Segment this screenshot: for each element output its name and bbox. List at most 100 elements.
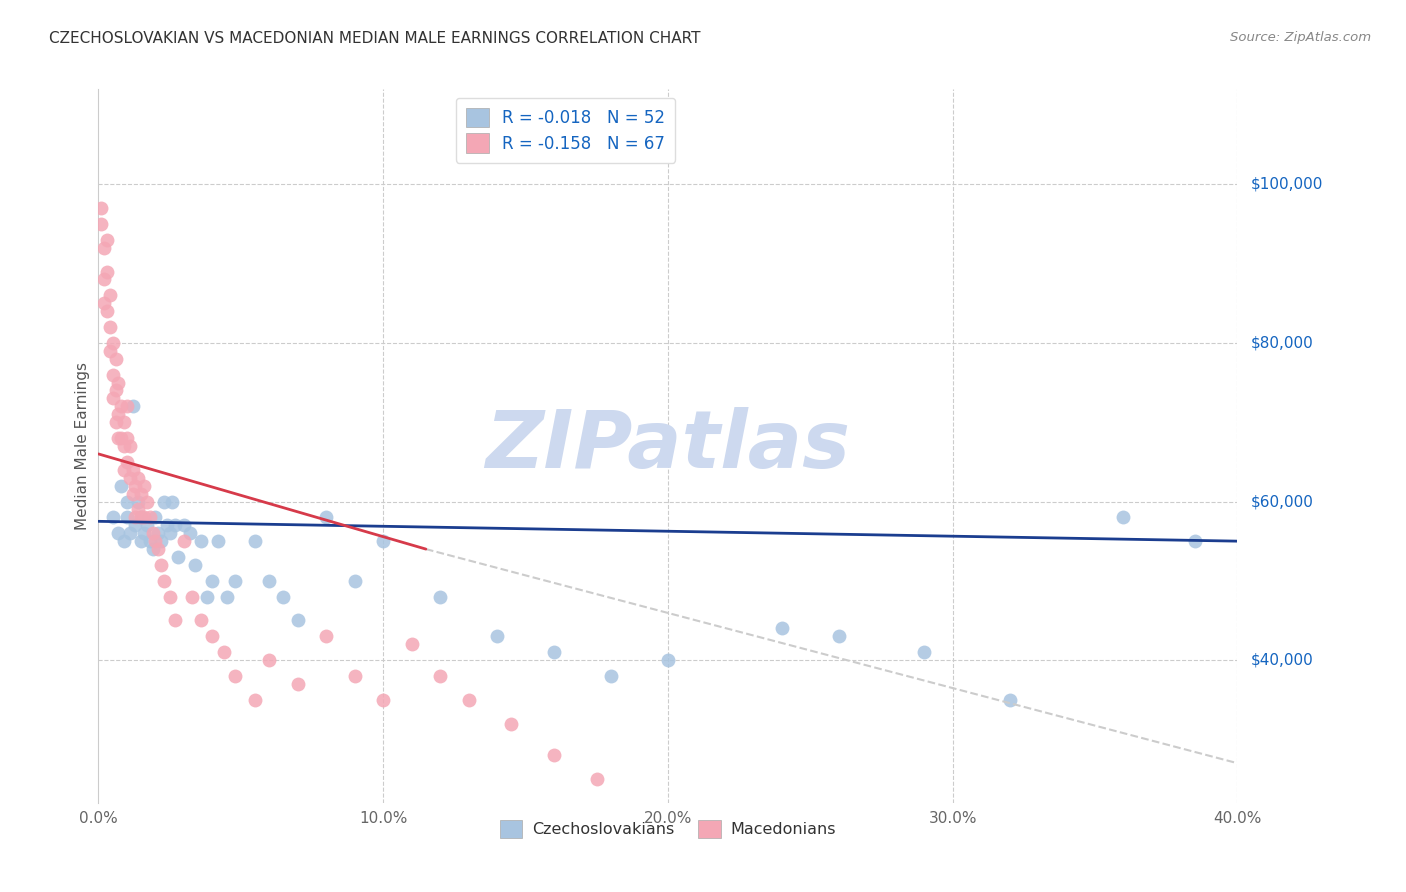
Point xyxy=(153,574,176,588)
Point xyxy=(212,645,235,659)
Point xyxy=(224,669,246,683)
Point xyxy=(201,574,224,588)
Point xyxy=(107,407,129,421)
Point xyxy=(118,526,141,541)
Point xyxy=(287,614,309,628)
Point xyxy=(173,534,195,549)
Point xyxy=(118,439,141,453)
Point xyxy=(107,431,129,445)
Point xyxy=(90,217,112,231)
Point xyxy=(124,510,146,524)
Point xyxy=(112,415,135,429)
Point xyxy=(148,542,170,557)
Point xyxy=(129,510,152,524)
Point xyxy=(150,534,173,549)
Text: ZIPatlas: ZIPatlas xyxy=(485,407,851,485)
Point xyxy=(98,343,121,358)
Point xyxy=(121,463,143,477)
Point xyxy=(127,494,149,508)
Point xyxy=(132,526,155,541)
Point xyxy=(115,431,138,445)
Point xyxy=(1112,510,1135,524)
Point xyxy=(429,590,451,604)
Text: CZECHOSLOVAKIAN VS MACEDONIAN MEDIAN MALE EARNINGS CORRELATION CHART: CZECHOSLOVAKIAN VS MACEDONIAN MEDIAN MAL… xyxy=(49,31,700,46)
Point xyxy=(107,526,129,541)
Point xyxy=(135,518,157,533)
Point xyxy=(156,518,179,533)
Point xyxy=(224,574,246,588)
Point xyxy=(107,376,129,390)
Point xyxy=(770,621,793,635)
Point xyxy=(96,233,118,247)
Point xyxy=(124,518,146,533)
Point xyxy=(104,415,127,429)
Point xyxy=(96,264,118,278)
Point xyxy=(145,510,167,524)
Point xyxy=(1184,534,1206,549)
Text: $80,000: $80,000 xyxy=(1251,335,1315,351)
Point xyxy=(165,518,187,533)
Point xyxy=(115,455,138,469)
Point xyxy=(98,320,121,334)
Point xyxy=(104,351,127,366)
Point xyxy=(124,478,146,492)
Point xyxy=(101,392,124,406)
Point xyxy=(429,669,451,683)
Point xyxy=(162,494,184,508)
Point xyxy=(101,510,124,524)
Text: $40,000: $40,000 xyxy=(1251,653,1315,667)
Point xyxy=(110,478,132,492)
Point xyxy=(998,692,1021,706)
Point xyxy=(96,304,118,318)
Point xyxy=(501,716,523,731)
Point xyxy=(129,510,152,524)
Point xyxy=(401,637,423,651)
Point xyxy=(243,692,266,706)
Point xyxy=(101,368,124,382)
Point xyxy=(486,629,509,643)
Y-axis label: Median Male Earnings: Median Male Earnings xyxy=(75,362,90,530)
Point xyxy=(115,494,138,508)
Point xyxy=(118,471,141,485)
Point xyxy=(148,526,170,541)
Point xyxy=(145,534,167,549)
Point xyxy=(129,534,152,549)
Point xyxy=(141,526,163,541)
Point xyxy=(457,692,479,706)
Point xyxy=(132,510,155,524)
Point xyxy=(165,614,187,628)
Point xyxy=(110,400,132,414)
Point xyxy=(190,614,212,628)
Text: $60,000: $60,000 xyxy=(1251,494,1315,509)
Point xyxy=(315,510,337,524)
Point xyxy=(201,629,224,643)
Point xyxy=(184,558,207,572)
Point xyxy=(132,478,155,492)
Point xyxy=(159,526,181,541)
Point xyxy=(315,629,337,643)
Point xyxy=(127,471,149,485)
Point xyxy=(912,645,935,659)
Point xyxy=(150,558,173,572)
Point xyxy=(828,629,851,643)
Point xyxy=(98,288,121,302)
Point xyxy=(543,748,565,763)
Point xyxy=(543,645,565,659)
Point xyxy=(343,669,366,683)
Point xyxy=(273,590,295,604)
Point xyxy=(141,542,163,557)
Point xyxy=(181,590,204,604)
Point xyxy=(259,574,281,588)
Point xyxy=(127,502,149,516)
Point xyxy=(121,486,143,500)
Point xyxy=(259,653,281,667)
Point xyxy=(167,549,190,564)
Point xyxy=(93,241,115,255)
Point xyxy=(243,534,266,549)
Point xyxy=(173,518,195,533)
Point xyxy=(93,296,115,310)
Legend: Czechoslovakians, Macedonians: Czechoslovakians, Macedonians xyxy=(494,814,842,845)
Point xyxy=(112,463,135,477)
Text: $100,000: $100,000 xyxy=(1251,177,1323,192)
Point xyxy=(287,677,309,691)
